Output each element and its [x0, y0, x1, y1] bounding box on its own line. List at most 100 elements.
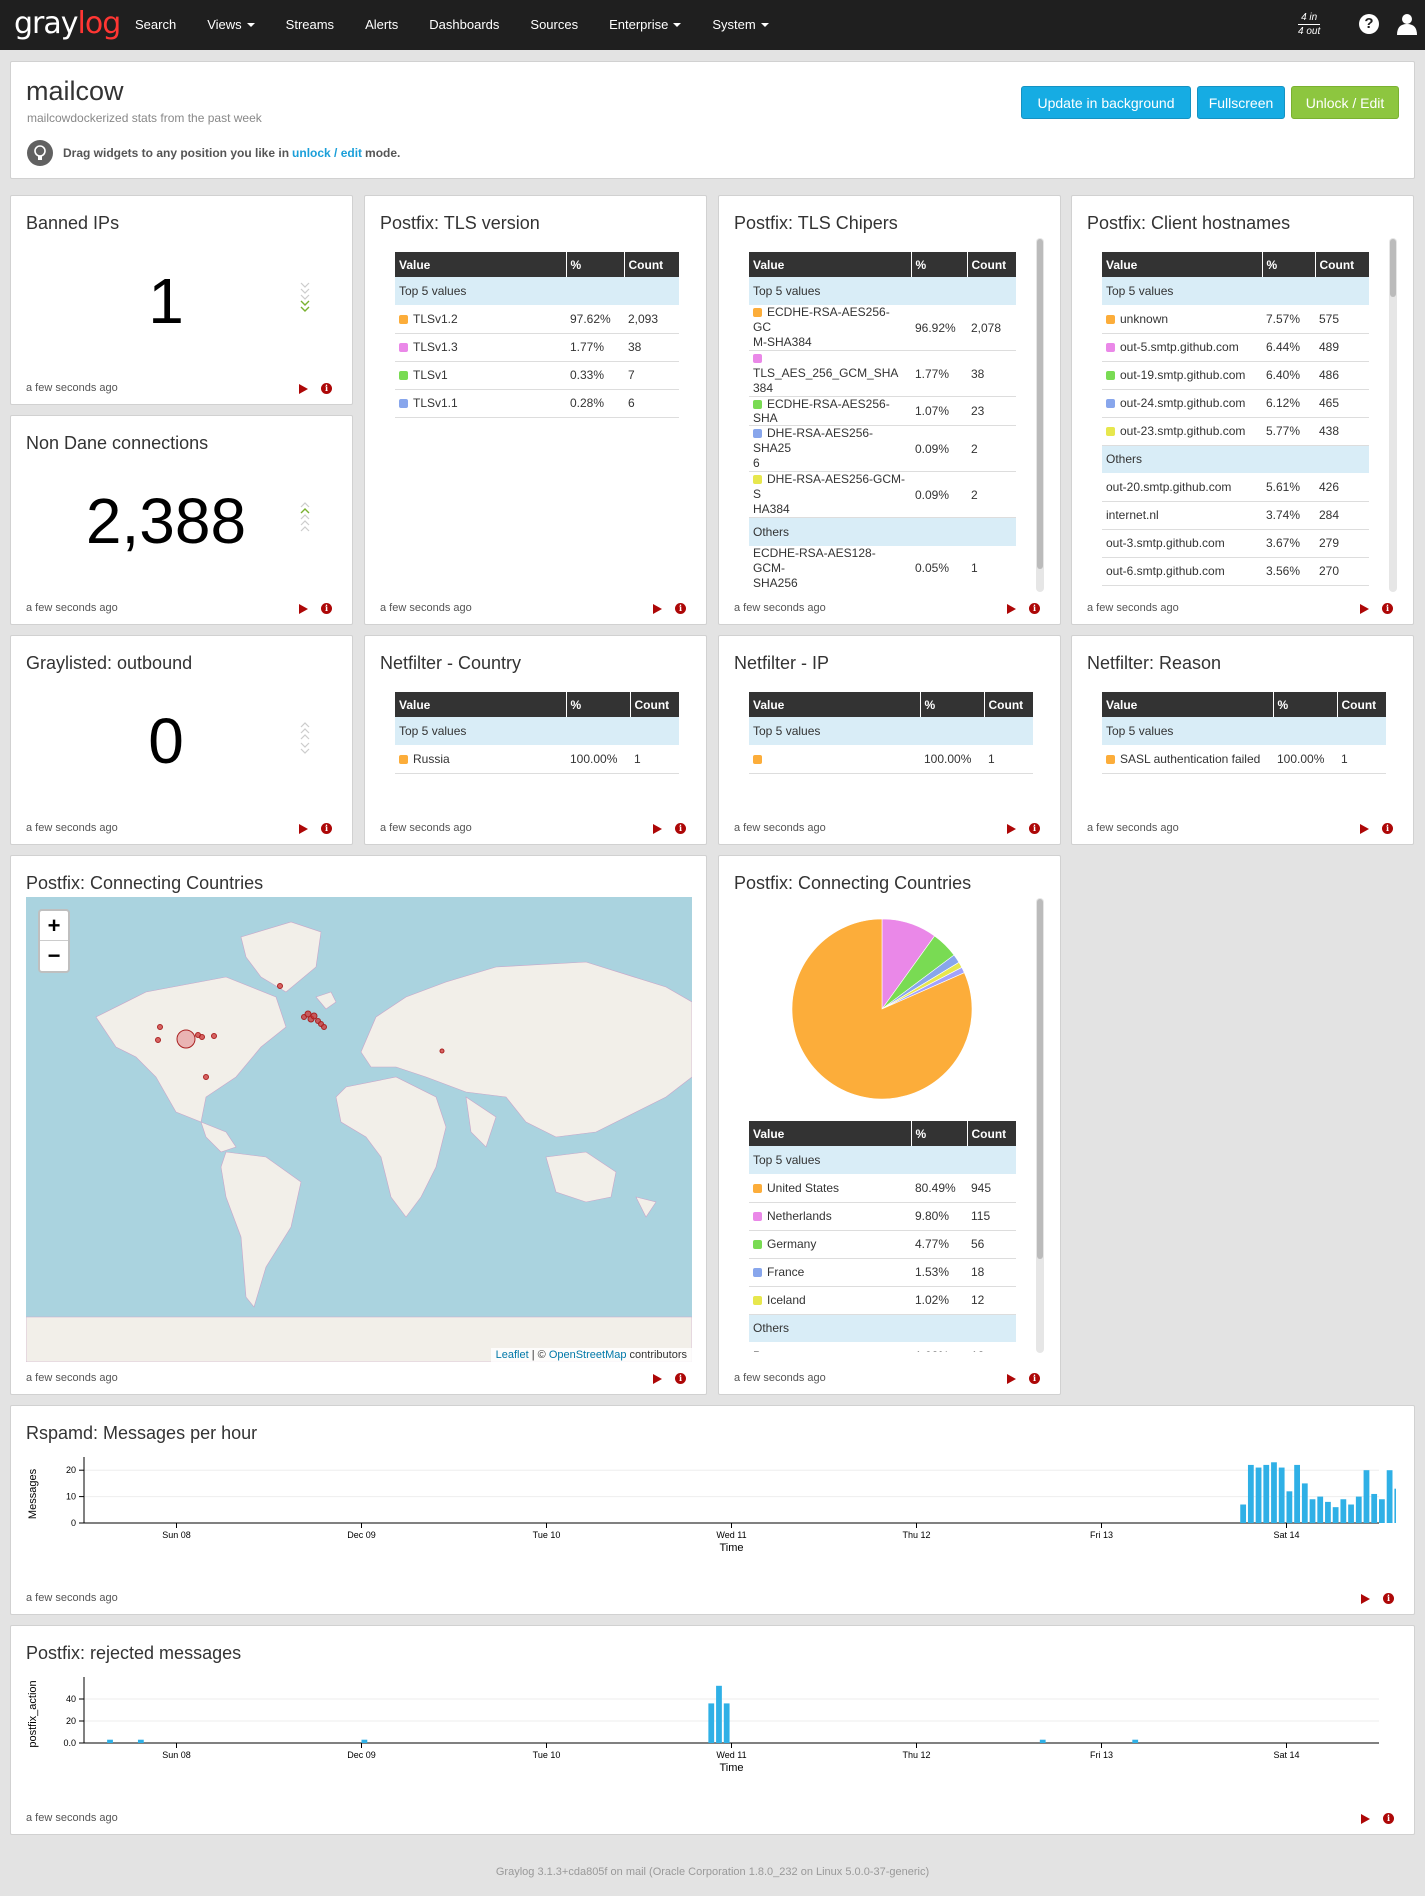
- replay-search-icon[interactable]: [1361, 1813, 1370, 1824]
- value-cell: ECDHE-RSA-AES256-GC M-SHA384: [749, 305, 911, 351]
- widget-value: 2,388: [85, 485, 247, 557]
- replay-search-icon[interactable]: [299, 823, 308, 834]
- dashboard-header: mailcow mailcowdockerized stats from the…: [10, 61, 1415, 179]
- legend-swatch: [753, 475, 762, 484]
- fullscreen-button[interactable]: Fullscreen: [1197, 86, 1285, 119]
- widget-connecting-countries: Postfix: Connecting Countries Value% Coun…: [718, 855, 1061, 1395]
- replay-search-icon[interactable]: [653, 823, 662, 834]
- percent-cell: 5.77%: [1262, 417, 1315, 446]
- leaflet-link[interactable]: Leaflet: [495, 1349, 529, 1361]
- info-icon[interactable]: i: [1029, 1373, 1040, 1384]
- x-tick-label: Fri 13: [1090, 1750, 1113, 1760]
- widget-title: Postfix: Connecting Countries: [26, 873, 264, 893]
- x-tick-label: Wed 11: [716, 1530, 746, 1540]
- percent-cell: 6.40%: [1262, 361, 1315, 390]
- nav-alerts[interactable]: Alerts: [365, 17, 399, 32]
- table-row: out-6.smtp.github.com 3.56% 270: [1102, 557, 1369, 586]
- replay-search-icon[interactable]: [653, 603, 662, 614]
- throughput-indicator[interactable]: 4 in 4 out: [1298, 11, 1321, 38]
- world-map[interactable]: + − Leaflet | © OpenStreetMap contributo…: [26, 897, 692, 1362]
- zoom-out-button[interactable]: −: [47, 943, 61, 968]
- widget-updated: a few seconds ago: [734, 602, 826, 614]
- y-tick-label: 0: [71, 1518, 76, 1528]
- replay-search-icon[interactable]: [1007, 603, 1016, 614]
- scrollbar[interactable]: [1036, 898, 1044, 1353]
- throughput-in: 4 in: [1298, 11, 1321, 25]
- replay-search-icon[interactable]: [653, 1373, 662, 1384]
- info-icon[interactable]: i: [675, 823, 686, 834]
- nav-enterprise[interactable]: Enterprise: [592, 0, 695, 50]
- widget-client-hostnames: Postfix: Client hostnames Value% Count To…: [1071, 195, 1414, 625]
- percent-cell: 5.61%: [1262, 473, 1315, 502]
- table-scroll-area[interactable]: Value% Count Top 5 values ECDHE-RSA-AES25…: [749, 252, 1029, 588]
- nav-system[interactable]: System: [695, 0, 782, 50]
- bar: [1371, 1493, 1378, 1523]
- nav-streams[interactable]: Streams: [285, 17, 335, 32]
- info-icon[interactable]: i: [321, 823, 332, 834]
- replay-search-icon[interactable]: [1360, 603, 1369, 614]
- scrollbar[interactable]: [1036, 238, 1044, 592]
- zoom-in-button[interactable]: +: [40, 911, 68, 941]
- unlock-edit-button[interactable]: Unlock / Edit: [1291, 86, 1399, 119]
- widget-updated: a few seconds ago: [380, 822, 472, 834]
- bar: [708, 1703, 715, 1743]
- info-icon[interactable]: i: [675, 1373, 686, 1384]
- info-icon[interactable]: i: [321, 603, 332, 614]
- replay-search-icon[interactable]: [1361, 1593, 1370, 1604]
- unlock-edit-link[interactable]: unlock / edit: [292, 146, 363, 160]
- info-icon[interactable]: i: [321, 383, 332, 394]
- help-icon[interactable]: ?: [1359, 14, 1379, 34]
- update-in-background-button[interactable]: Update in background: [1021, 86, 1191, 119]
- replay-search-icon[interactable]: [299, 603, 308, 614]
- user-icon[interactable]: [1397, 13, 1417, 35]
- count-cell: 270: [1315, 557, 1369, 586]
- y-tick-label: 10: [66, 1492, 76, 1502]
- table-row: TLS_AES_256_GCM_SHA 384 1.77% 38: [749, 350, 1016, 397]
- table-scroll-area[interactable]: Value% Count Top 5 values United States 80…: [749, 897, 1029, 1352]
- legend-swatch: [1106, 343, 1115, 352]
- replay-search-icon[interactable]: [1007, 823, 1016, 834]
- info-icon[interactable]: i: [1383, 1813, 1394, 1824]
- bar: [1325, 1501, 1331, 1523]
- table-scroll-area[interactable]: Value% Count Top 5 values unknown 7.57% 575…: [1102, 252, 1382, 588]
- replay-search-icon[interactable]: [299, 383, 308, 394]
- widget-netfilter-reason: Netfilter: Reason Value% Count Top 5 valu…: [1071, 635, 1414, 845]
- bar: [1348, 1504, 1354, 1523]
- value-cell: TLSv1.2: [395, 305, 566, 334]
- percent-cell: 0.09%: [911, 471, 967, 518]
- nav-dashboards[interactable]: Dashboards: [429, 17, 500, 32]
- bar: [1379, 1499, 1385, 1523]
- percent-cell: 80.49%: [911, 1174, 967, 1203]
- table-row: out-5.smtp.github.com 6.44% 489: [1102, 333, 1369, 362]
- value-cell: Germany: [749, 1230, 911, 1259]
- info-icon[interactable]: i: [1383, 1593, 1394, 1604]
- info-icon[interactable]: i: [1029, 603, 1040, 614]
- percent-cell: 1.53%: [911, 1258, 967, 1287]
- nav-views[interactable]: Views: [190, 0, 268, 50]
- graylog-logo[interactable]: graylog: [14, 6, 121, 41]
- widget-title: Postfix: Client hostnames: [1087, 213, 1291, 233]
- percent-cell: 3.74%: [1262, 501, 1315, 530]
- x-axis-label: Time: [719, 1762, 743, 1774]
- legend-swatch: [1106, 371, 1115, 380]
- table-row: ECDHE-RSA-AES256-GC M-SHA384 96.92% 2,078: [749, 305, 1016, 351]
- table-row: internet.nl 3.74% 284: [1102, 501, 1369, 530]
- nav-sources[interactable]: Sources: [530, 17, 579, 32]
- bar-chart: 0 10 20 Sun 08 Dec 09 Tue 10 Wed 11 Thu 12 Fri 1…: [27, 1457, 1396, 1554]
- value-cell: TLSv1.1: [395, 389, 566, 418]
- info-icon[interactable]: i: [675, 603, 686, 614]
- replay-search-icon[interactable]: [1360, 823, 1369, 834]
- widget-title: Netfilter - IP: [734, 653, 830, 673]
- info-icon[interactable]: i: [1382, 823, 1393, 834]
- info-icon[interactable]: i: [1382, 603, 1393, 614]
- percent-cell: 6.44%: [1262, 333, 1315, 362]
- replay-search-icon[interactable]: [1007, 1373, 1016, 1384]
- scrollbar[interactable]: [1389, 238, 1397, 592]
- table-row: SASL authentication failed 100.00% 1: [1102, 745, 1386, 774]
- info-icon[interactable]: i: [1029, 823, 1040, 834]
- count-cell: 1: [630, 745, 679, 774]
- widget-updated: a few seconds ago: [380, 602, 472, 614]
- percent-cell: 4.77%: [911, 1230, 967, 1259]
- osm-link[interactable]: OpenStreetMap: [548, 1349, 627, 1361]
- nav-search[interactable]: Search: [135, 17, 177, 32]
